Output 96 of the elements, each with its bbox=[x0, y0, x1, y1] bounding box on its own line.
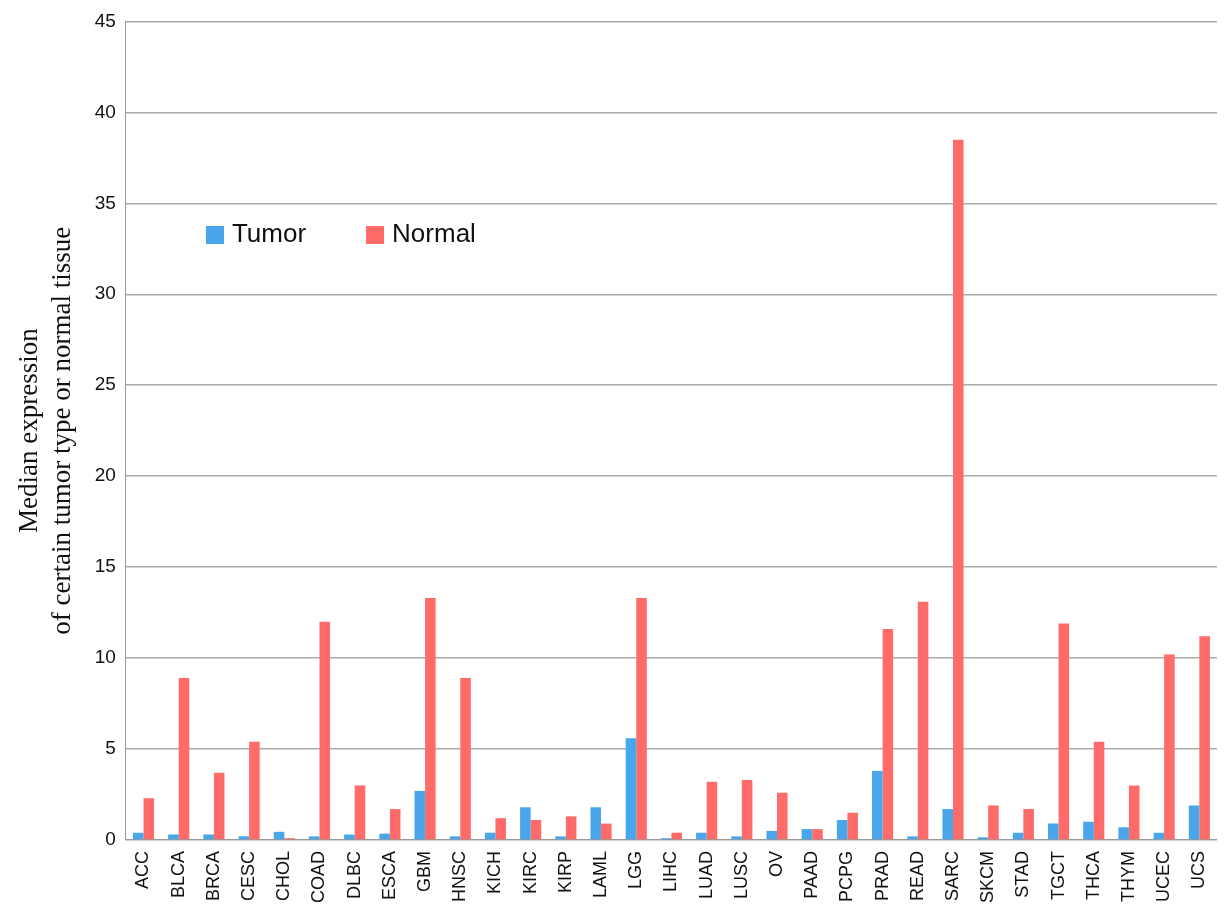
bar bbox=[319, 621, 331, 840]
x-tick-label: CHOL bbox=[273, 851, 294, 902]
x-tick-label: LGG bbox=[625, 851, 646, 890]
bar bbox=[555, 836, 566, 840]
bar bbox=[801, 829, 813, 840]
x-tick-label: UCS bbox=[1188, 851, 1209, 890]
bar bbox=[414, 790, 426, 840]
x-tick-label: KIRP bbox=[554, 851, 575, 894]
x-tick-label: BLCA bbox=[167, 851, 188, 899]
x-tick-label: UCEC bbox=[1153, 851, 1174, 903]
bar bbox=[425, 598, 436, 840]
bar bbox=[1058, 623, 1070, 840]
bar bbox=[389, 809, 401, 840]
bar bbox=[1083, 821, 1094, 840]
x-tick-label: PRAD bbox=[871, 851, 892, 902]
bar bbox=[812, 829, 823, 840]
x-tick-label: COAD bbox=[308, 851, 329, 904]
bar bbox=[625, 738, 637, 840]
x-tick-label: THYM bbox=[1117, 851, 1138, 902]
bar bbox=[1128, 785, 1140, 840]
bar bbox=[460, 678, 471, 840]
bar bbox=[354, 785, 366, 840]
x-tick-label: LUAD bbox=[695, 851, 716, 900]
bar bbox=[636, 598, 647, 840]
bar bbox=[706, 781, 718, 840]
bar bbox=[238, 836, 250, 840]
x-tick-label: BRCA bbox=[202, 851, 223, 902]
y-axis-title: Median expression of certain tumor type or normal tissue bbox=[13, 226, 76, 635]
y-tick-label: 35 bbox=[94, 191, 116, 213]
x-tick-label: SKCM bbox=[977, 851, 998, 904]
x-tick-label: LIHC bbox=[660, 851, 681, 893]
bar bbox=[777, 792, 788, 840]
bar bbox=[836, 819, 848, 840]
y-tick-label: 5 bbox=[105, 737, 116, 759]
bar bbox=[590, 807, 602, 840]
bar bbox=[1093, 741, 1105, 840]
x-tick-label: ESCA bbox=[378, 851, 399, 901]
bar bbox=[1048, 823, 1059, 840]
y-tick-label: 10 bbox=[94, 646, 116, 668]
x-tick-label: KICH bbox=[484, 851, 505, 895]
bar bbox=[741, 779, 753, 840]
x-tick-label: TGCT bbox=[1047, 851, 1068, 900]
legend-label: Normal bbox=[391, 217, 476, 249]
bar bbox=[1023, 809, 1034, 840]
x-tick-label: LAML bbox=[590, 851, 611, 899]
x-tick-label: READ bbox=[906, 851, 927, 902]
x-tick-label: LUSC bbox=[730, 851, 751, 900]
y-tick-label: 40 bbox=[94, 100, 116, 122]
bar bbox=[907, 836, 918, 840]
bar bbox=[449, 836, 461, 840]
bar bbox=[696, 832, 707, 840]
bar bbox=[565, 816, 577, 840]
bar bbox=[379, 833, 390, 840]
legend-label: Tumor bbox=[230, 217, 307, 249]
bar bbox=[942, 809, 953, 840]
y-tick-label: 45 bbox=[94, 9, 116, 31]
y-tick-label: 20 bbox=[94, 464, 116, 486]
bar bbox=[213, 772, 225, 840]
x-tick-label: SARC bbox=[941, 851, 962, 902]
x-tick-label: THCA bbox=[1082, 851, 1103, 900]
bar bbox=[1164, 654, 1175, 840]
bar bbox=[847, 812, 858, 840]
bar bbox=[766, 830, 778, 840]
bar bbox=[132, 832, 144, 840]
bar bbox=[249, 741, 260, 840]
x-tick-label: ACC bbox=[132, 851, 153, 890]
bar bbox=[952, 139, 964, 840]
x-tick-label: DLBC bbox=[343, 851, 364, 900]
y-tick-label: 0 bbox=[105, 828, 116, 850]
bar bbox=[1188, 805, 1200, 840]
bar bbox=[520, 807, 531, 840]
bar bbox=[988, 805, 999, 840]
bar bbox=[143, 798, 155, 840]
bar bbox=[671, 832, 682, 840]
bar bbox=[530, 819, 542, 840]
x-tick-label: PCPG bbox=[836, 851, 857, 903]
x-tick-label: OV bbox=[765, 851, 786, 878]
bar bbox=[882, 628, 894, 840]
bar bbox=[872, 770, 883, 840]
x-tick-label: STAD bbox=[1012, 851, 1033, 898]
x-tick-label: HNSC bbox=[449, 851, 470, 903]
bar bbox=[1199, 636, 1210, 840]
x-tick-label: GBM bbox=[414, 851, 435, 893]
y-tick-label: 30 bbox=[94, 282, 116, 304]
bar bbox=[917, 601, 929, 840]
y-tick-label: 15 bbox=[94, 555, 116, 577]
bar bbox=[731, 836, 742, 840]
y-tick-label: 25 bbox=[94, 373, 116, 395]
bar bbox=[178, 678, 190, 840]
x-tick-label: CESC bbox=[238, 851, 259, 902]
x-tick-label: KIRC bbox=[519, 851, 540, 895]
bar bbox=[495, 818, 507, 840]
x-tick-label: PAAD bbox=[801, 851, 822, 899]
bar bbox=[601, 823, 612, 840]
bar bbox=[308, 836, 320, 840]
bar bbox=[1118, 827, 1129, 840]
